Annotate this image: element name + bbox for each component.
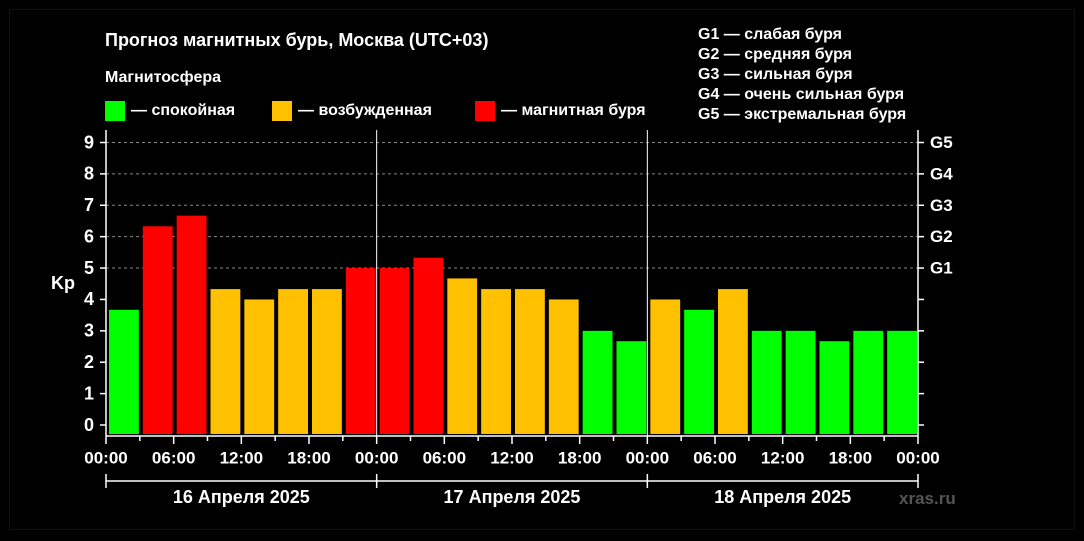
kp-bar	[684, 309, 714, 434]
y-tick-label: 7	[84, 195, 94, 215]
kp-bar	[785, 330, 816, 434]
kp-bar	[142, 226, 173, 434]
kp-bar	[582, 330, 613, 434]
kp-bar	[176, 215, 207, 434]
kp-bar	[413, 257, 444, 434]
kp-bar	[379, 268, 410, 434]
legend-swatch-active	[272, 101, 292, 121]
kp-bar	[447, 278, 478, 434]
kp-bar	[515, 289, 545, 434]
storm-scale-g1: G1 — слабая буря	[698, 26, 843, 43]
y-axis-label: Kp	[51, 273, 75, 293]
x-tick-label: 12:00	[761, 448, 804, 467]
x-tick-label: 18:00	[558, 448, 601, 467]
y-tick-label: 9	[84, 132, 94, 152]
g-level-label: G5	[930, 133, 953, 152]
g-level-label: G2	[930, 227, 953, 246]
kp-bar	[548, 299, 579, 434]
x-tick-label: 00:00	[355, 448, 398, 467]
y-tick-label: 8	[84, 164, 94, 184]
y-tick-label: 5	[84, 258, 94, 278]
legend-label-quiet: — спокойная	[131, 102, 236, 119]
kp-bar	[616, 341, 647, 434]
kp-bar	[819, 341, 850, 434]
g-level-label: G3	[930, 196, 953, 215]
y-tick-label: 0	[84, 415, 94, 435]
x-tick-label: 00:00	[896, 448, 939, 467]
x-tick-label: 18:00	[287, 448, 330, 467]
kp-bar	[210, 289, 241, 434]
day-label: 17 Апреля 2025	[444, 487, 581, 507]
plot-area	[106, 130, 918, 436]
kp-bar	[481, 289, 511, 434]
storm-scale-g2: G2 — средняя буря	[698, 46, 852, 63]
chart-title: Прогноз магнитных бурь, Москва (UTC+03)	[105, 30, 489, 50]
y-tick-label: 1	[84, 383, 94, 403]
y-tick-label: 3	[84, 321, 94, 341]
kp-bar	[853, 330, 884, 434]
x-tick-label: 06:00	[423, 448, 466, 467]
storm-scale-g4: G4 — очень сильная буря	[698, 86, 905, 103]
legend-swatch-quiet	[105, 101, 125, 121]
day-label: 18 Апреля 2025	[714, 487, 851, 507]
legend-label-active: — возбужденная	[298, 102, 432, 119]
legend-swatch-storm	[475, 101, 495, 121]
kp-bar	[244, 299, 275, 434]
day-label: 16 Апреля 2025	[173, 487, 310, 507]
x-tick-label: 12:00	[490, 448, 533, 467]
x-tick-label: 18:00	[829, 448, 872, 467]
g-level-label: G1	[930, 259, 953, 278]
x-tick-label: 06:00	[152, 448, 195, 467]
kp-bar	[345, 268, 376, 434]
y-tick-label: 6	[84, 226, 94, 246]
y-tick-label: 2	[84, 352, 94, 372]
kp-bar	[109, 309, 139, 434]
magnetosphere-legend-title: Магнитосфера	[105, 69, 222, 86]
x-tick-label: 06:00	[693, 448, 736, 467]
kp-bar	[751, 330, 782, 434]
kp-bar	[312, 289, 342, 434]
kp-bar	[887, 330, 917, 434]
kp-bar	[278, 289, 308, 434]
kp-bar	[650, 299, 681, 434]
kp-bar	[718, 289, 748, 434]
g-level-label: G4	[930, 164, 953, 183]
storm-scale-g5: G5 — экстремальная буря	[698, 106, 907, 123]
x-tick-label: 12:00	[220, 448, 263, 467]
watermark: xras.ru	[899, 489, 956, 508]
x-tick-label: 00:00	[84, 448, 127, 467]
storm-scale-g3: G3 — сильная буря	[698, 66, 853, 83]
y-tick-label: 4	[84, 289, 94, 309]
x-tick-label: 00:00	[626, 448, 669, 467]
legend-label-storm: — магнитная буря	[501, 102, 646, 119]
